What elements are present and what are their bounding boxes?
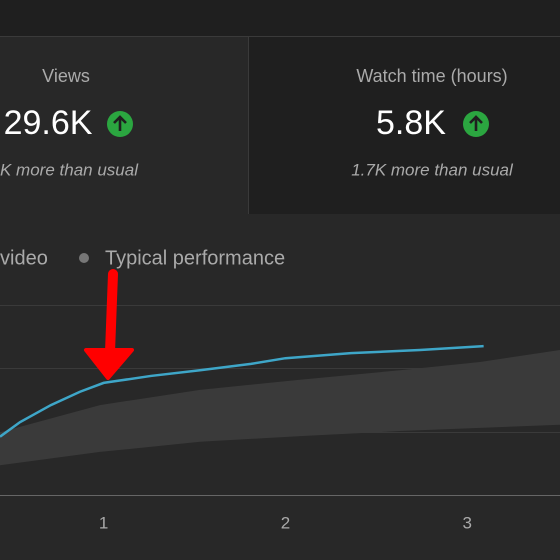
card-label: Watch time (hours)	[356, 66, 507, 86]
typical-band	[0, 349, 560, 466]
x-tick-label: 2	[281, 513, 290, 532]
annotation-arrow	[84, 269, 134, 380]
x-tick-label: 3	[463, 513, 472, 532]
card-note: K more than usual	[0, 160, 139, 179]
legend-label: video	[0, 247, 48, 269]
legend-dot	[79, 253, 89, 263]
up-icon	[463, 111, 489, 137]
legend-label: Typical performance	[105, 247, 285, 269]
x-tick-label: 1	[99, 513, 108, 532]
up-icon	[107, 111, 133, 137]
card-value: 5.8K	[376, 104, 446, 142]
video-line	[0, 344, 484, 438]
plot	[0, 344, 560, 466]
selected-card[interactable]	[249, 37, 560, 214]
card-note: 1.7K more than usual	[351, 160, 514, 179]
card-value: 29.6K	[4, 104, 93, 142]
card-label: Views	[42, 66, 90, 86]
top-strip	[0, 0, 560, 36]
